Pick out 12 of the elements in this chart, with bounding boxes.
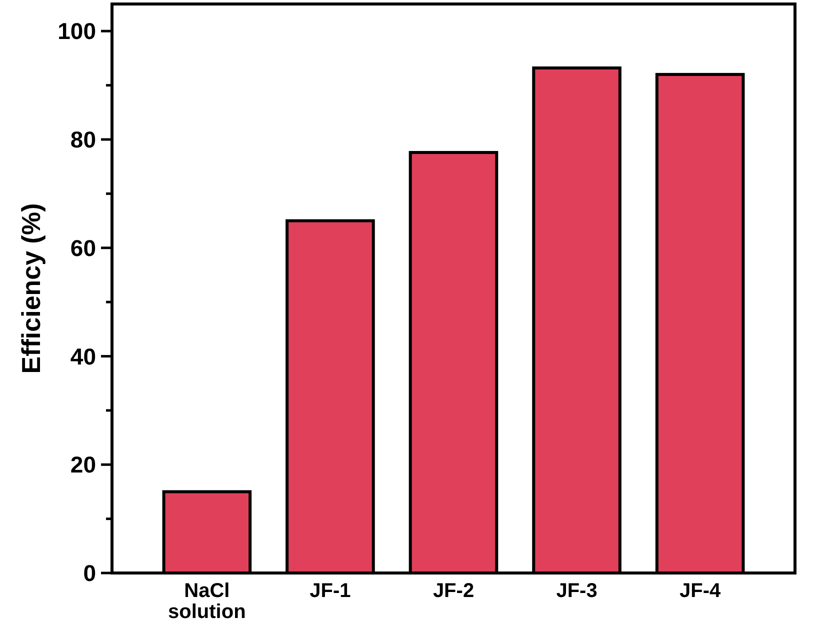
y-tick-label: 60 [70, 234, 96, 261]
x-tick-label: JF-1 [310, 580, 351, 602]
x-tick-label: JF-3 [556, 580, 598, 602]
y-tick-label: 0 [83, 560, 96, 586]
x-tick-label: JF-2 [432, 580, 474, 602]
y-tick-label: 20 [70, 452, 96, 478]
y-axis-title: Efficiency (%) [16, 203, 46, 374]
x-tick-label: NaCl solution [168, 580, 246, 623]
y-tick-label: 80 [70, 126, 96, 153]
y-tick-label: 100 [58, 18, 96, 44]
x-tick-label: JF-4 [680, 580, 722, 602]
y-tick-label: 40 [70, 343, 96, 370]
